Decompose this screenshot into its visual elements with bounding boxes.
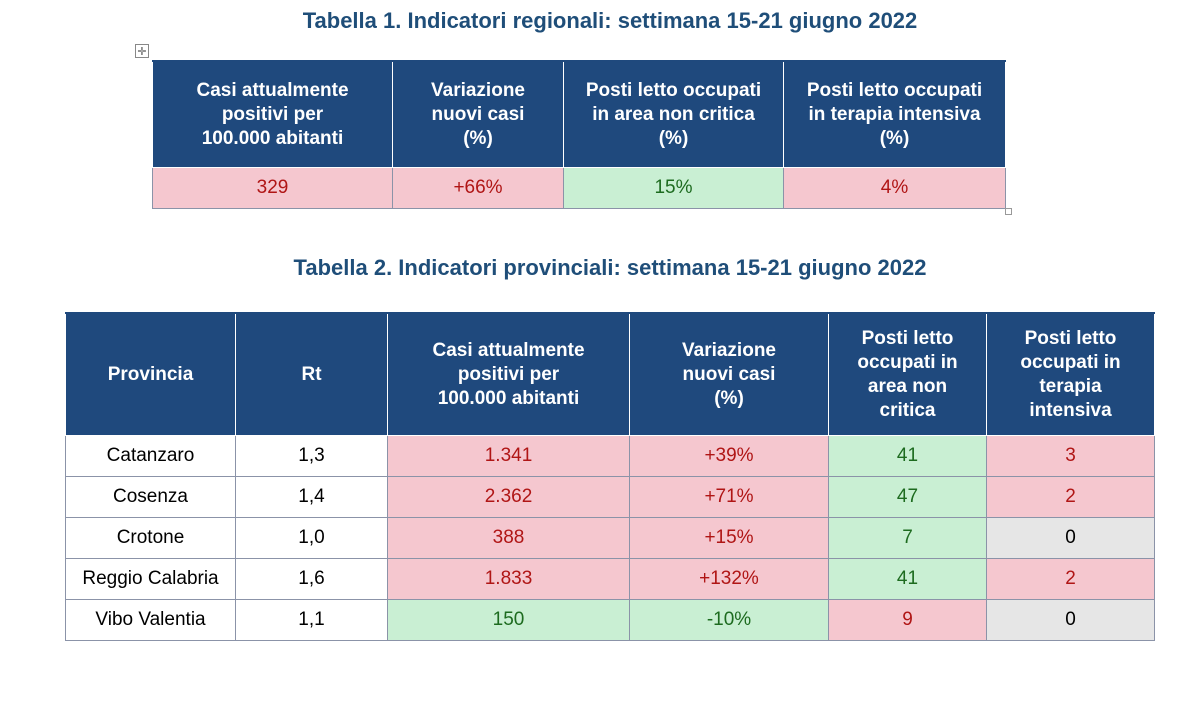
table2-cell-rt: 1,3	[235, 435, 388, 477]
table1-header-row: Casi attualmente positivi per 100.000 ab…	[152, 60, 1006, 168]
resize-square-icon[interactable]	[1005, 208, 1012, 215]
table2-cell-area-non-critica: 47	[828, 476, 987, 518]
table2-cell-casi: 2.362	[387, 476, 630, 518]
table2-cell-provincia: Vibo Valentia	[65, 599, 236, 641]
provincial-indicators-table: Provincia Rt Casi attualmente positivi p…	[65, 312, 1155, 641]
table2-cell-provincia: Crotone	[65, 517, 236, 559]
table2-cell-terapia-intensiva: 2	[986, 476, 1155, 518]
move-cross-icon[interactable]: ✛	[135, 44, 149, 58]
table2-cell-area-non-critica: 41	[828, 558, 987, 600]
table2-header-row: Provincia Rt Casi attualmente positivi p…	[65, 312, 1155, 436]
table1-title: Tabella 1. Indicatori regionali: settima…	[302, 8, 918, 33]
table2-header-area-non-critica: Posti letto occupati in area non critica	[828, 312, 987, 436]
table1-header-casi: Casi attualmente positivi per 100.000 ab…	[152, 60, 393, 168]
table2-cell-rt: 1,0	[235, 517, 388, 559]
table1-cell: 329	[152, 167, 393, 209]
table2-cell-terapia-intensiva: 0	[986, 599, 1155, 641]
regional-indicators-table: Casi attualmente positivi per 100.000 ab…	[152, 60, 1006, 209]
table2-cell-casi: 1.341	[387, 435, 630, 477]
table2-cell-casi: 150	[387, 599, 630, 641]
table2-cell-variazione: +71%	[629, 476, 829, 518]
table2-header-terapia-intensiva: Posti letto occupati in terapia intensiv…	[986, 312, 1155, 436]
table2-cell-rt: 1,4	[235, 476, 388, 518]
table2-header-casi: Casi attualmente positivi per 100.000 ab…	[387, 312, 630, 436]
table2-cell-terapia-intensiva: 0	[986, 517, 1155, 559]
table1-header-terapia-intensiva: Posti letto occupati in terapia intensiv…	[783, 60, 1006, 168]
table2-cell-variazione: +39%	[629, 435, 829, 477]
table2-cell-rt: 1,1	[235, 599, 388, 641]
table2-title: Tabella 2. Indicatori provinciali: setti…	[293, 255, 927, 280]
table2-cell-variazione: -10%	[629, 599, 829, 641]
table2-cell-terapia-intensiva: 2	[986, 558, 1155, 600]
table2-cell-area-non-critica: 7	[828, 517, 987, 559]
table1-row: 329 +66% 15% 4%	[152, 167, 1006, 209]
table2-cell-provincia: Catanzaro	[65, 435, 236, 477]
table2-cell-area-non-critica: 41	[828, 435, 987, 477]
table2-cell-casi: 388	[387, 517, 630, 559]
table1-cell: 4%	[783, 167, 1006, 209]
table1-header-variazione: Variazione nuovi casi (%)	[392, 60, 564, 168]
table2-cell-variazione: +132%	[629, 558, 829, 600]
table2-cell-provincia: Reggio Calabria	[65, 558, 236, 600]
table2-cell-terapia-intensiva: 3	[986, 435, 1155, 477]
table2-cell-rt: 1,6	[235, 558, 388, 600]
table2-header-provincia: Provincia	[65, 312, 236, 436]
table2-cell-casi: 1.833	[387, 558, 630, 600]
table2-row: Vibo Valentia 1,1 150 -10% 9 0	[65, 599, 1155, 641]
table2-row: Catanzaro 1,3 1.341 +39% 41 3	[65, 435, 1155, 477]
table1-cell: +66%	[392, 167, 564, 209]
table2-row: Crotone 1,0 388 +15% 7 0	[65, 517, 1155, 559]
table2-header-variazione: Variazione nuovi casi (%)	[629, 312, 829, 436]
table1-cell: 15%	[563, 167, 784, 209]
table2-row: Cosenza 1,4 2.362 +71% 47 2	[65, 476, 1155, 518]
table2-row: Reggio Calabria 1,6 1.833 +132% 41 2	[65, 558, 1155, 600]
table1-header-area-non-critica: Posti letto occupati in area non critica…	[563, 60, 784, 168]
table2-cell-area-non-critica: 9	[828, 599, 987, 641]
table2-header-rt: Rt	[235, 312, 388, 436]
table2-cell-provincia: Cosenza	[65, 476, 236, 518]
table2-cell-variazione: +15%	[629, 517, 829, 559]
